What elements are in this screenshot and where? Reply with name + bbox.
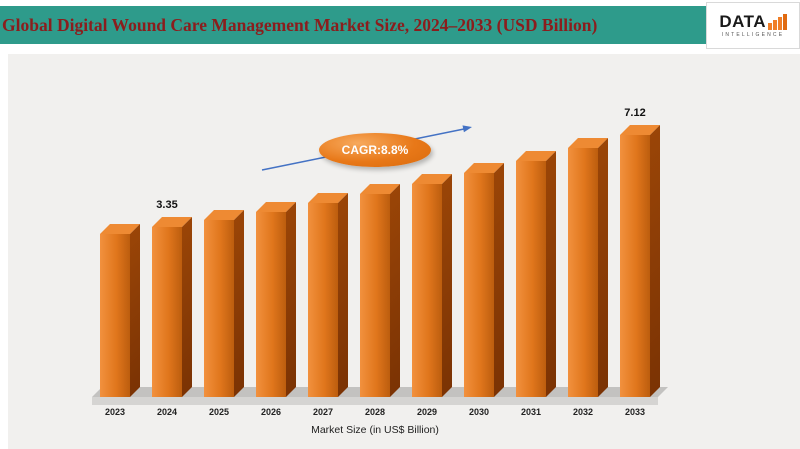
chart-title: Global Digital Wound Care Management Mar… <box>2 14 598 35</box>
title-bar: Global Digital Wound Care Management Mar… <box>0 6 800 44</box>
x-tick-2025: 2025 <box>208 407 230 417</box>
bar-side-face <box>546 151 556 397</box>
floor-3d-front <box>92 397 658 405</box>
bar-side-face <box>130 224 140 397</box>
bar-front-face <box>152 227 182 397</box>
bar-side-face <box>650 125 660 397</box>
bar-side-face <box>598 138 608 397</box>
bar-front-face <box>256 212 286 397</box>
x-tick-2028: 2028 <box>364 407 386 417</box>
bar-front-face <box>516 161 546 397</box>
x-tick-2024: 2024 <box>156 407 178 417</box>
x-tick-2029: 2029 <box>416 407 438 417</box>
bar-2031 <box>516 151 556 397</box>
bar-2028 <box>360 184 400 397</box>
cagr-badge: CAGR:8.8% <box>319 133 431 167</box>
bar-front-face <box>620 135 650 397</box>
bar-front-face <box>464 173 494 397</box>
logo-row: DATA <box>719 12 787 31</box>
bar-2026 <box>256 202 296 397</box>
value-label-2024: 3.35 <box>156 199 178 211</box>
bar-side-face <box>390 184 400 397</box>
bar-side-face <box>182 217 192 397</box>
x-tick-2030: 2030 <box>468 407 490 417</box>
bar-2027 <box>308 193 348 397</box>
bar-side-face <box>234 210 244 397</box>
value-label-2033: 7.12 <box>624 107 646 119</box>
x-tick-2026: 2026 <box>260 407 282 417</box>
bar-front-face <box>412 184 442 397</box>
x-tick-2031: 2031 <box>520 407 542 417</box>
x-tick-2033: 2033 <box>624 407 646 417</box>
bar-front-face <box>360 194 390 397</box>
bar-2029 <box>412 174 452 397</box>
bar-2025 <box>204 210 244 397</box>
bar-side-face <box>442 174 452 397</box>
chart-area <box>8 54 800 449</box>
x-tick-2023: 2023 <box>104 407 126 417</box>
bar-2030 <box>464 163 504 397</box>
bar-2032 <box>568 138 608 397</box>
bar-side-face <box>286 202 296 397</box>
bar-front-face <box>204 220 234 397</box>
bar-side-face <box>338 193 348 397</box>
brand-logo: DATA INTELLIGENCE <box>706 2 800 49</box>
bar-front-face <box>308 203 338 397</box>
bar-front-face <box>568 148 598 397</box>
bar-2033 <box>620 125 660 397</box>
bar-side-face <box>494 163 504 397</box>
logo-text: DATA <box>719 12 767 31</box>
x-tick-2027: 2027 <box>312 407 334 417</box>
bar-2023 <box>100 224 140 397</box>
bar-2024 <box>152 217 192 397</box>
bar-front-face <box>100 234 130 397</box>
bar-chart-icon <box>768 14 787 30</box>
x-axis-title: Market Size (in US$ Billion) <box>311 424 439 436</box>
x-tick-2032: 2032 <box>572 407 594 417</box>
logo-subtext: INTELLIGENCE <box>721 32 785 38</box>
